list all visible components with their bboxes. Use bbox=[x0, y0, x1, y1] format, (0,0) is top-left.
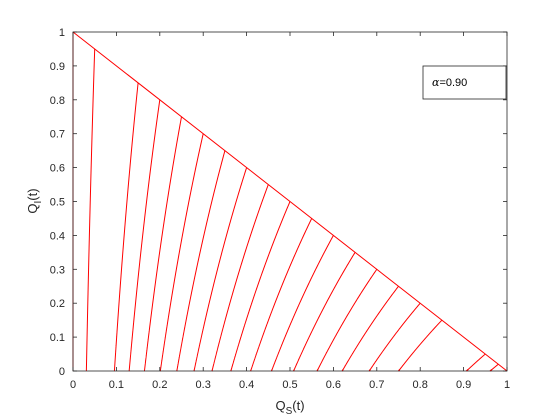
y-tick-label: 0.3 bbox=[50, 264, 65, 276]
trajectory-curve bbox=[143, 116, 182, 372]
x-axis-ticks: 0 0.1 0.2 0.3 0.4 0.5 0.6 0.7 0.8 0.9 1 bbox=[70, 32, 510, 391]
y-tick-label: 0 bbox=[59, 366, 65, 378]
trajectory-curve bbox=[316, 269, 378, 372]
y-tick-label: 0.9 bbox=[50, 61, 65, 73]
legend: α=0.90 bbox=[422, 65, 507, 100]
y-tick-label: 1 bbox=[59, 27, 65, 39]
x-tick-label: 1 bbox=[504, 379, 510, 391]
trajectory-curve bbox=[193, 167, 248, 372]
trajectory-curve bbox=[466, 353, 486, 372]
y-axis-label-sub: I bbox=[33, 201, 44, 204]
trajectory-curve bbox=[113, 82, 139, 372]
x-axis-label-sub: S bbox=[286, 406, 293, 417]
y-tick-label: 0.8 bbox=[50, 95, 65, 107]
x-axis-label-suffix: (t) bbox=[292, 398, 304, 413]
trajectory-curve bbox=[128, 99, 161, 372]
x-axis-label: QS(t) bbox=[275, 398, 304, 417]
trajectory-curve bbox=[211, 184, 269, 372]
y-axis-label: QI(t) bbox=[25, 188, 44, 213]
boundary-line-group bbox=[72, 31, 508, 372]
x-tick-label: 0.4 bbox=[239, 379, 254, 391]
x-axis-label-base: Q bbox=[275, 398, 285, 413]
trajectory-curve bbox=[271, 235, 334, 372]
trajectory-curve bbox=[398, 319, 443, 372]
y-axis-label-base: Q bbox=[25, 203, 40, 213]
y-axis-ticks: 0 0.1 0.2 0.3 0.4 0.5 0.6 0.7 0.8 0.9 1 bbox=[50, 27, 507, 378]
y-tick-label: 0.5 bbox=[50, 197, 65, 209]
legend-box bbox=[422, 65, 507, 100]
x-tick-label: 0.7 bbox=[369, 379, 384, 391]
x-tick-label: 0.1 bbox=[109, 379, 124, 391]
x-tick-label: 0.8 bbox=[413, 379, 428, 391]
y-tick-label: 0.6 bbox=[50, 163, 65, 175]
trajectory-curve bbox=[341, 285, 399, 372]
x-tick-label: 0.5 bbox=[282, 379, 297, 391]
x-tick-label: 0.9 bbox=[456, 379, 471, 391]
trajectory-curve bbox=[159, 133, 204, 372]
trajectory-curve bbox=[293, 252, 356, 372]
trajectory-curve bbox=[85, 48, 96, 372]
x-tick-label: 0 bbox=[70, 379, 76, 391]
y-tick-label: 0.2 bbox=[50, 298, 65, 310]
boundary-line bbox=[72, 31, 508, 372]
trajectory-curve bbox=[489, 363, 499, 372]
trajectory-curve bbox=[176, 150, 226, 372]
x-tick-label: 0.3 bbox=[196, 379, 211, 391]
x-tick-label: 0.6 bbox=[326, 379, 341, 391]
trajectory-curve bbox=[368, 302, 421, 372]
x-tick-label: 0.2 bbox=[152, 379, 167, 391]
legend-symbol: α bbox=[432, 76, 440, 89]
trajectory-curve bbox=[230, 201, 291, 372]
y-tick-label: 0.4 bbox=[50, 230, 65, 242]
y-tick-label: 0.7 bbox=[50, 129, 65, 141]
y-tick-label: 0.1 bbox=[50, 332, 65, 344]
trajectory-curve bbox=[250, 218, 313, 372]
legend-text: α=0.90 bbox=[432, 76, 467, 89]
legend-value: =0.90 bbox=[439, 77, 467, 89]
y-axis-label-suffix: (t) bbox=[25, 188, 40, 200]
trajectory-curves bbox=[72, 32, 499, 372]
